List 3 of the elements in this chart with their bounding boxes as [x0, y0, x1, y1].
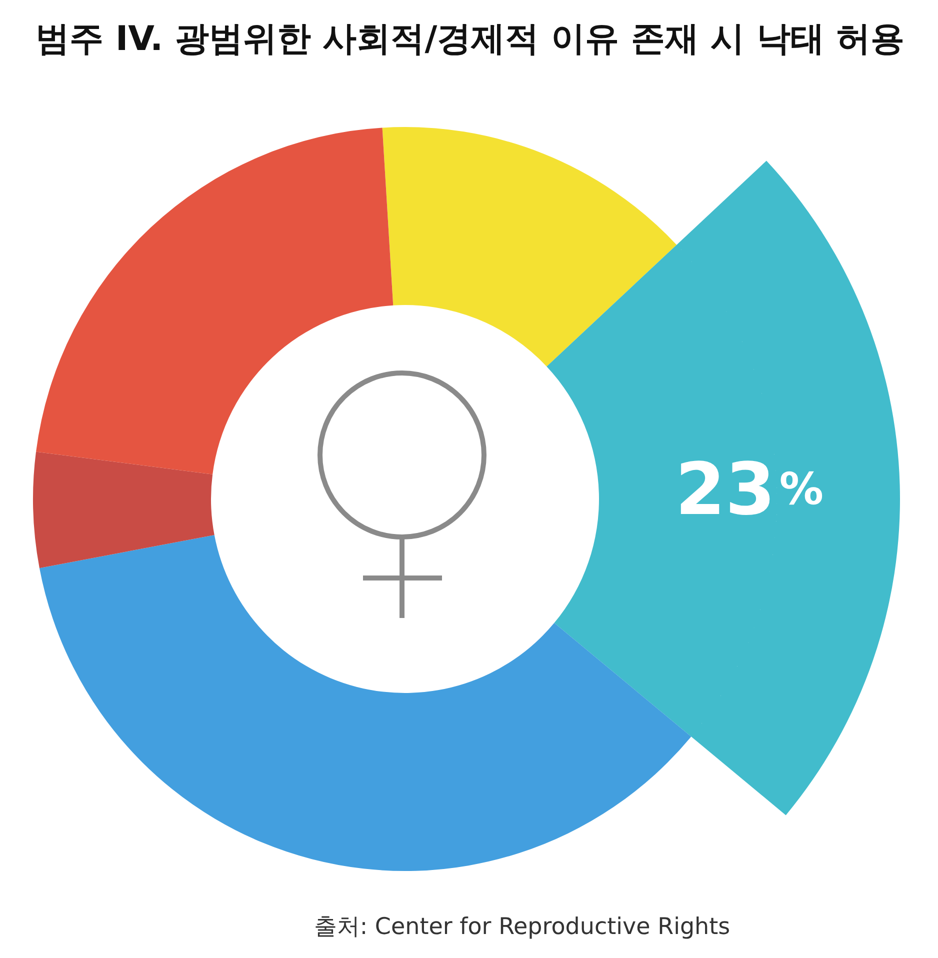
source-note: 출처: Center for Reproductive Rights — [314, 914, 730, 940]
chart-title: 범주 IV. 광범위한 사회적/경제적 이유 존재 시 낙태 허용 — [36, 19, 904, 59]
data-label: 23% — [675, 446, 824, 531]
